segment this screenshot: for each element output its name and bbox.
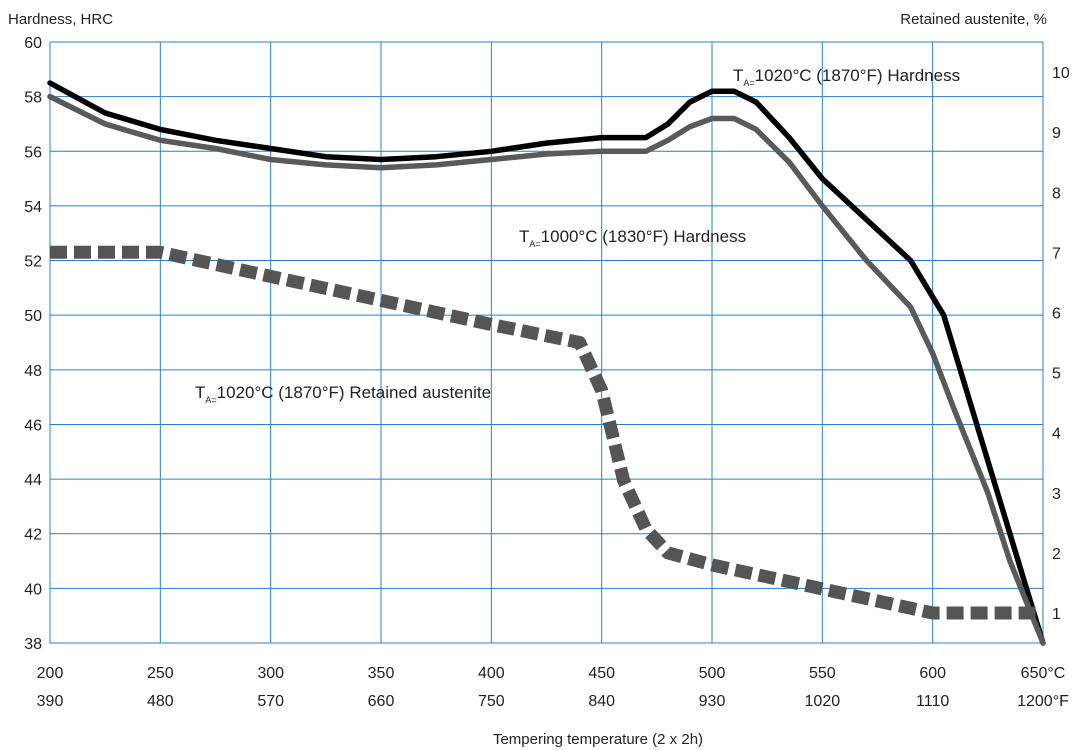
x-tick-label-f: 750: [478, 693, 505, 710]
x-tick-label-f: 390: [37, 693, 64, 710]
y-right-tick-label: 2: [1052, 546, 1061, 563]
x-tick-label-c: 550: [809, 665, 836, 682]
y-right-tick-label: 1: [1052, 606, 1061, 623]
x-tick-label-f: 480: [147, 693, 174, 710]
y-right-tick-label: 6: [1052, 305, 1061, 322]
x-tick-label-f: 660: [368, 693, 395, 710]
series-label-1000-hardness: TA=1000°C (1830°F) Hardness: [519, 227, 746, 249]
y-left-tick-label: 38: [24, 636, 42, 653]
y-left-tick-label: 42: [24, 527, 42, 544]
tick-layer: 2003902504803005703506604007504508405009…: [24, 35, 1070, 710]
y-left-tick-label: 50: [24, 308, 42, 325]
grid: [49, 41, 1044, 644]
y-left-tick-label: 52: [24, 254, 42, 271]
y-right-tick-label: 10: [1052, 65, 1070, 82]
plot-frame: [49, 41, 1044, 644]
y-left-tick-label: 40: [24, 581, 42, 598]
x-tick-label-c: 250: [147, 665, 174, 682]
y-right-tick-label: 8: [1052, 185, 1061, 202]
x-tick-label-c: 200: [37, 665, 64, 682]
x-tick-label-f: 1110: [916, 693, 949, 710]
series-layer: [47, 80, 1046, 646]
series-line-0: [47, 80, 1046, 646]
y-left-tick-label: 46: [24, 417, 42, 434]
y-right-tick-label: 9: [1052, 125, 1061, 142]
y-left-tick-label: 54: [24, 199, 42, 216]
x-axis-label: Tempering temperature (2 x 2h): [493, 731, 703, 748]
y-left-label: Hardness, HRC: [8, 11, 113, 28]
x-tick-label-c: 600: [919, 665, 946, 682]
x-tick-label-f: 840: [588, 693, 615, 710]
x-tick-label-f: 930: [699, 693, 726, 710]
series-label-retained-austenite: TA=1020°C (1870°F) Retained austenite: [195, 383, 491, 405]
x-tick-label-c: 350: [368, 665, 395, 682]
x-tick-label-c: 450: [588, 665, 615, 682]
x-tick-label-f: 1020: [805, 693, 841, 710]
y-right-tick-label: 5: [1052, 366, 1061, 383]
series-line-1: [47, 93, 1046, 646]
x-tick-label-f: 1200°F: [1017, 693, 1069, 710]
x-tick-label-c: 400: [478, 665, 505, 682]
series-line-2: [50, 245, 1043, 620]
series-label-1020-hardness: TA=1020°C (1870°F) Hardness: [733, 66, 960, 88]
x-tick-label-c: 300: [257, 665, 284, 682]
x-tick-label-c: 500: [699, 665, 726, 682]
x-tick-label-c: 650°C: [1021, 665, 1066, 682]
y-right-label: Retained austenite, %: [900, 11, 1047, 28]
y-left-tick-label: 60: [24, 35, 42, 52]
y-right-tick-label: 4: [1052, 426, 1061, 443]
y-right-tick-label: 3: [1052, 486, 1061, 503]
y-left-tick-label: 44: [24, 472, 42, 489]
y-left-tick-label: 58: [24, 90, 42, 107]
y-right-tick-label: 7: [1052, 245, 1061, 262]
y-left-tick-label: 56: [24, 144, 42, 161]
y-left-tick-label: 48: [24, 363, 42, 380]
x-tick-label-f: 570: [257, 693, 284, 710]
